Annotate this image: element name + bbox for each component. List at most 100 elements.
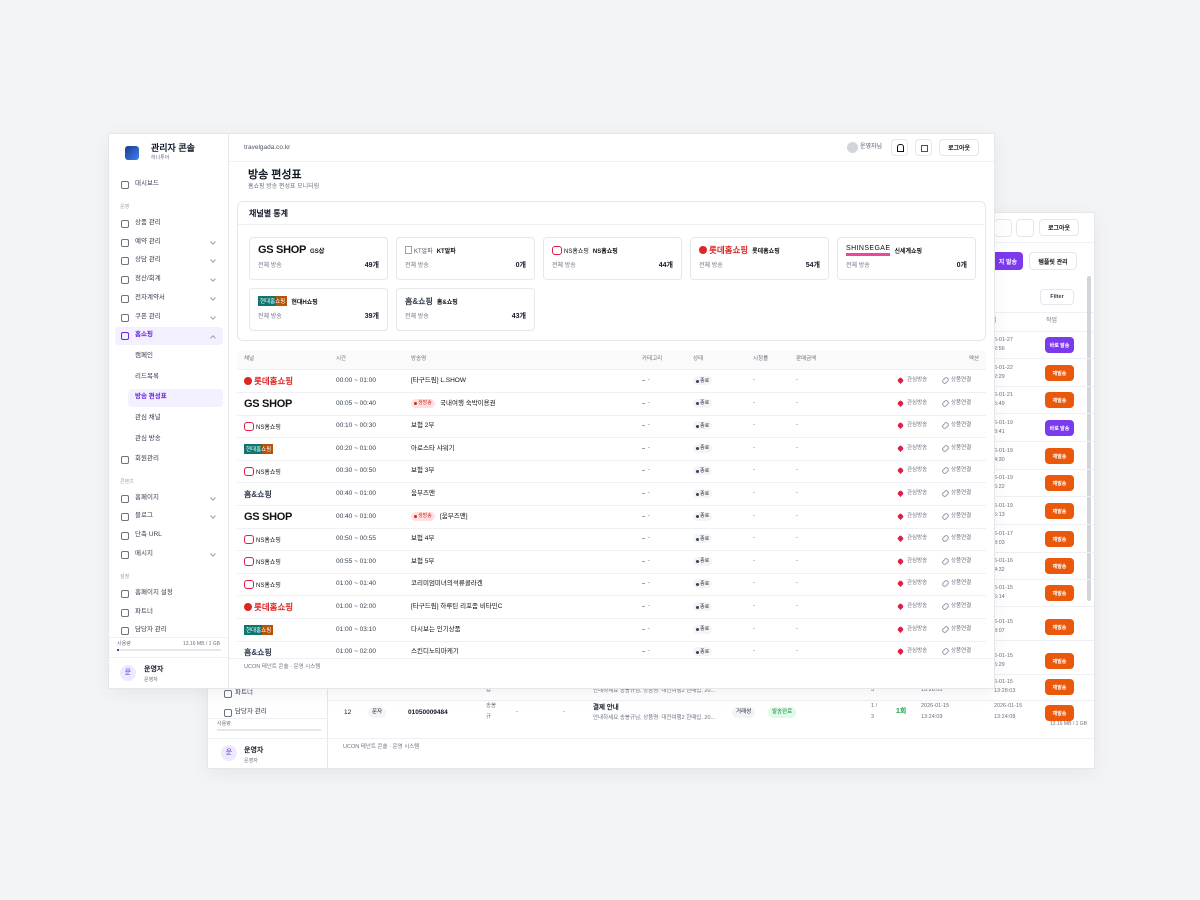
chevron: [210, 494, 216, 501]
menu-item[interactable]: 정산/회계: [135, 275, 161, 283]
menu-item[interactable]: 캠페인: [135, 351, 153, 359]
row-action-button[interactable]: 재발송: [1045, 503, 1074, 519]
favorite-button[interactable]: 관심방송: [907, 535, 928, 542]
row-action-button[interactable]: 재발송: [1045, 679, 1074, 695]
link-product-button[interactable]: 상품연결: [951, 512, 972, 519]
program-name: 스킨디노티마케기: [411, 648, 459, 656]
filter-button[interactable]: Filter: [1040, 289, 1074, 305]
menu-item[interactable]: 관심 채널: [135, 414, 161, 421]
link-product-button[interactable]: 상품연결: [951, 422, 972, 429]
logo-text: NS홈쇼핑: [256, 469, 281, 476]
menu-item[interactable]: 리드목록: [135, 372, 159, 380]
favorite-button[interactable]: 관심방송: [907, 648, 928, 655]
menu-item[interactable]: 홈쇼핑: [135, 331, 153, 339]
link-product-button[interactable]: 상품연결: [951, 580, 972, 587]
category-icon: [642, 583, 645, 585]
favorite-button[interactable]: 관심방송: [907, 377, 928, 383]
logout-button[interactable]: 로그아웃: [1039, 219, 1079, 236]
section-title: 채널별 통계: [249, 209, 289, 218]
link-product-button[interactable]: 상품연결: [951, 557, 972, 564]
bell-button[interactable]: [994, 219, 1012, 237]
menu-item[interactable]: 관심 방송: [135, 434, 161, 442]
time: 5:13: [994, 512, 1005, 518]
date: 6-01-15: [994, 585, 1013, 591]
link-product-button[interactable]: 상품연결: [951, 490, 972, 496]
menu-item[interactable]: 대시보드: [135, 180, 159, 187]
menu-item[interactable]: 블로그: [135, 512, 153, 520]
channel-name: KT알파: [436, 248, 456, 255]
home-button[interactable]: [1016, 219, 1034, 237]
link-product-button[interactable]: 상품연결: [951, 467, 972, 474]
row-action-button[interactable]: 재발송: [1045, 619, 1074, 635]
menu-item[interactable]: 예약 관리: [135, 237, 161, 245]
favorite-button[interactable]: 관심방송: [907, 490, 928, 496]
menu-item[interactable]: 메시지: [135, 549, 153, 557]
total-label: 전체 방송: [699, 263, 723, 269]
category-badge: 거래성: [732, 707, 756, 718]
favorite-button[interactable]: 관심방송: [907, 603, 928, 609]
logout-button[interactable]: 로그아웃: [939, 139, 979, 156]
menu-item[interactable]: 파트너: [135, 607, 153, 615]
column-header: 시간: [336, 356, 347, 362]
favorite-button[interactable]: 관심방송: [907, 625, 928, 632]
column-header: 상태: [693, 356, 704, 362]
link-product-button[interactable]: 상품연결: [951, 377, 972, 383]
row-action-button[interactable]: 재발송: [1045, 705, 1074, 721]
row-action-button[interactable]: 재발송: [1045, 475, 1074, 491]
sales: -: [796, 603, 798, 609]
menu-item[interactable]: 홈페이지: [135, 493, 159, 501]
date: 6-01-15: [994, 619, 1013, 625]
menu-item[interactable]: 전자계약서: [135, 293, 165, 301]
menu-item[interactable]: 홈페이지 설정: [135, 588, 173, 596]
status-badge: 종료: [693, 647, 713, 657]
icon: [121, 608, 129, 617]
row-action-button[interactable]: 바로 발송: [1045, 420, 1074, 436]
channel-logo: GS SHOP: [244, 511, 292, 523]
row-action-button[interactable]: 재발송: [1045, 585, 1074, 601]
row-action-button[interactable]: 바로 발송: [1045, 337, 1074, 353]
menu-item[interactable]: 담당자 관리: [135, 626, 167, 634]
favorite-button[interactable]: 관심방송: [907, 467, 928, 474]
program-name: 보험 5부: [411, 557, 435, 565]
heart-icon: [896, 399, 905, 407]
menu-item[interactable]: 쿠폰 관리: [135, 312, 161, 320]
favorite-button[interactable]: 관심방송: [907, 557, 928, 564]
sales: -: [796, 557, 798, 564]
count: 43개: [511, 313, 526, 320]
sales: -: [796, 648, 798, 655]
favorite-button[interactable]: 관심방송: [907, 512, 928, 519]
menu-item[interactable]: 회원관리: [135, 454, 159, 462]
row-action-button[interactable]: 재발송: [1045, 558, 1074, 574]
link-product-button[interactable]: 상품연결: [951, 603, 972, 609]
menu-item[interactable]: 방송 편성표: [135, 393, 167, 401]
menu-item[interactable]: 단축 URL: [135, 531, 162, 539]
favorite-button[interactable]: 관심방송: [907, 444, 928, 451]
link-product-button[interactable]: 상품연결: [951, 648, 972, 655]
menu-item[interactable]: 상담 관리: [135, 256, 161, 264]
live-badge: 생방송: [411, 398, 435, 408]
favorite-button[interactable]: 관심방송: [907, 399, 928, 406]
row-action-button[interactable]: 재발송: [1045, 365, 1074, 381]
time: 3:41: [994, 429, 1005, 435]
row-action-button[interactable]: 재발송: [1045, 448, 1074, 464]
link-product-button[interactable]: 상품연결: [951, 399, 972, 406]
home-button[interactable]: [915, 139, 932, 156]
logo-text: KT알파: [414, 248, 433, 255]
logo-text: 롯데홈쇼핑: [254, 376, 294, 386]
menu-item[interactable]: 상품 관리: [135, 219, 161, 226]
favorite-button[interactable]: 관심방송: [907, 422, 928, 429]
page-title: 방송 편성표: [248, 169, 302, 181]
bell-button[interactable]: [891, 139, 908, 156]
favorite-button[interactable]: 관심방송: [907, 580, 928, 587]
row-action-button[interactable]: 재발송: [1045, 531, 1074, 547]
divider: [237, 618, 986, 619]
link-product-button[interactable]: 상품연결: [951, 535, 972, 542]
template-button[interactable]: 템플릿 관리: [1029, 252, 1077, 270]
link-product-button[interactable]: 상품연결: [951, 444, 972, 451]
row-action-button[interactable]: 재발송: [1045, 653, 1074, 669]
channel-logo: NS홈쇼핑: [244, 533, 281, 545]
link-product-button[interactable]: 상품연결: [951, 625, 972, 632]
message-title: 결제 안내: [593, 704, 619, 711]
row-action-button[interactable]: 재발송: [1045, 392, 1074, 408]
divider: [208, 738, 328, 739]
